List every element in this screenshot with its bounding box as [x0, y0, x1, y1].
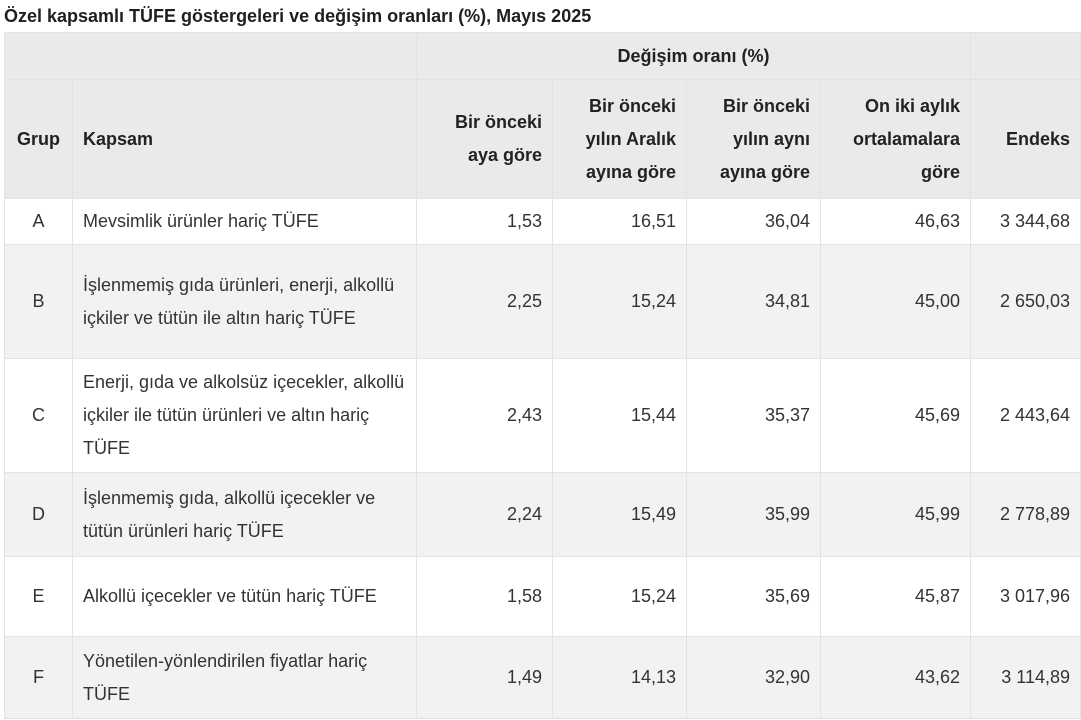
- table-row: A Mevsimlik ürünler hariç TÜFE 1,53 16,5…: [4, 198, 1081, 245]
- annual-cell: 36,04: [686, 198, 821, 245]
- monthly-cell: 2,25: [416, 244, 553, 359]
- scope-cell: İşlenmemiş gıda, alkollü içecekler ve tü…: [72, 472, 417, 557]
- header-index: Endeks: [970, 79, 1081, 199]
- header-empty-right: [970, 32, 1081, 80]
- index-cell: 3 114,89: [970, 636, 1081, 719]
- table-row: E Alkollü içecekler ve tütün hariç TÜFE …: [4, 556, 1081, 637]
- index-cell: 2 778,89: [970, 472, 1081, 557]
- group-cell: B: [4, 244, 73, 359]
- table-row: C Enerji, gıda ve alkolsüz içecekler, al…: [4, 358, 1081, 473]
- monthly-cell: 2,24: [416, 472, 553, 557]
- december-cell: 15,24: [552, 244, 687, 359]
- average-cell: 43,62: [819, 636, 972, 719]
- table-row: F Yönetilen-yönlendirilen fiyatlar hariç…: [4, 636, 1081, 719]
- table-body: A Mevsimlik ürünler hariç TÜFE 1,53 16,5…: [4, 198, 1081, 719]
- table-title: Özel kapsamlı TÜFE göstergeleri ve değiş…: [4, 6, 592, 26]
- average-cell: 45,87: [819, 556, 972, 637]
- index-cell: 2 650,03: [970, 244, 1081, 359]
- index-cell: 2 443,64: [970, 358, 1081, 473]
- december-cell: 14,13: [552, 636, 687, 719]
- annual-cell: 32,90: [686, 636, 821, 719]
- december-cell: 15,44: [552, 358, 687, 473]
- scope-cell: İşlenmemiş gıda ürünleri, enerji, alkoll…: [72, 244, 417, 359]
- scope-cell: Enerji, gıda ve alkolsüz içecekler, alko…: [72, 358, 417, 473]
- header-12-month-average: On iki aylık ortalamalara göre: [819, 79, 972, 199]
- monthly-cell: 1,58: [416, 556, 553, 637]
- header-group: Grup: [4, 79, 73, 199]
- header-row-top: Değişim oranı (%): [4, 32, 1081, 80]
- header-monthly: Bir önceki aya göre: [416, 79, 553, 199]
- december-cell: 16,51: [552, 198, 687, 245]
- annual-cell: 35,69: [686, 556, 821, 637]
- annual-cell: 35,37: [686, 358, 821, 473]
- group-cell: C: [4, 358, 73, 473]
- annual-cell: 35,99: [686, 472, 821, 557]
- monthly-cell: 2,43: [416, 358, 553, 473]
- average-cell: 45,00: [819, 244, 972, 359]
- scope-cell: Yönetilen-yönlendirilen fiyatlar hariç T…: [72, 636, 417, 719]
- header-annual: Bir önceki yılın aynı ayına göre: [686, 79, 821, 199]
- group-cell: D: [4, 472, 73, 557]
- annual-cell: 34,81: [686, 244, 821, 359]
- monthly-cell: 1,49: [416, 636, 553, 719]
- december-cell: 15,24: [552, 556, 687, 637]
- header-december: Bir önceki yılın Aralık ayına göre: [552, 79, 687, 199]
- header-empty-left: [4, 32, 417, 80]
- december-cell: 15,49: [552, 472, 687, 557]
- scope-cell: Alkollü içecekler ve tütün hariç TÜFE: [72, 556, 417, 637]
- index-cell: 3 017,96: [970, 556, 1081, 637]
- header-scope: Kapsam: [72, 79, 417, 199]
- scope-cell: Mevsimlik ürünler hariç TÜFE: [72, 198, 417, 245]
- table-header: Değişim oranı (%) Grup Kapsam Bir önceki…: [4, 32, 1081, 199]
- average-cell: 45,99: [819, 472, 972, 557]
- monthly-cell: 1,53: [416, 198, 553, 245]
- group-cell: E: [4, 556, 73, 637]
- table-row: D İşlenmemiş gıda, alkollü içecekler ve …: [4, 472, 1081, 557]
- average-cell: 45,69: [819, 358, 972, 473]
- header-change-rate: Değişim oranı (%): [415, 32, 972, 80]
- average-cell: 46,63: [819, 198, 972, 245]
- group-cell: F: [4, 636, 73, 719]
- index-cell: 3 344,68: [970, 198, 1081, 245]
- group-cell: A: [4, 198, 73, 245]
- header-row-bottom: Grup Kapsam Bir önceki aya göre Bir önce…: [4, 79, 1081, 199]
- table-row: B İşlenmemiş gıda ürünleri, enerji, alko…: [4, 244, 1081, 359]
- cpi-indicators-table: Değişim oranı (%) Grup Kapsam Bir önceki…: [4, 32, 1081, 719]
